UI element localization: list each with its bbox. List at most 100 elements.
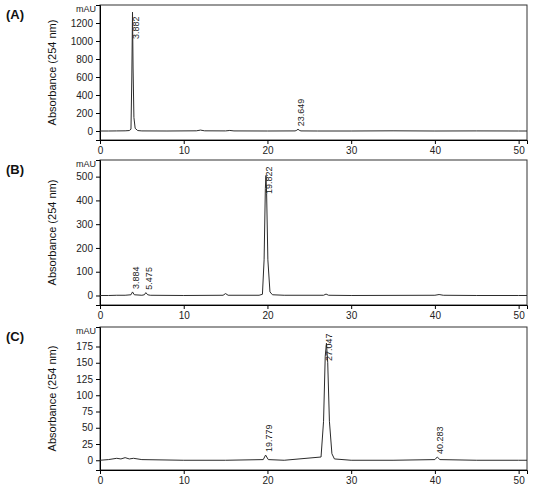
x-axis: 0 10 20 30 40 50 — [98, 470, 528, 486]
x-tick-mark — [184, 305, 185, 309]
y-axis: 0 100 200 300 400 500 — [76, 161, 100, 306]
x-tick-label: 30 — [346, 145, 358, 156]
x-tick: 30 — [346, 305, 358, 321]
panel-title: (C) — [6, 329, 24, 344]
y-tick-label: 0 — [87, 455, 93, 466]
y-tick: 200 — [76, 243, 100, 254]
x-tick-label: 0 — [98, 145, 104, 156]
peak-label: 40.283 — [435, 426, 445, 454]
y-tick-mark — [96, 41, 100, 42]
y-tick: 500 — [76, 171, 100, 182]
y-tick: 600 — [76, 72, 100, 83]
x-tick: 0 — [98, 305, 104, 321]
x-tick: 30 — [346, 470, 358, 486]
y-tick-mark — [96, 23, 100, 24]
y-tick-label: 400 — [76, 195, 93, 206]
y-tick-label: 125 — [76, 374, 93, 385]
y-tick: 100 — [76, 390, 100, 401]
y-tick-mark — [96, 295, 100, 296]
x-tick-label: 40 — [430, 475, 442, 486]
x-tick-label: 40 — [430, 310, 442, 321]
y-tick-mark — [96, 77, 100, 78]
y-tick-mark — [96, 248, 100, 249]
y-axis-line — [96, 161, 101, 306]
x-tick-label: 10 — [179, 475, 191, 486]
y-tick: 25 — [82, 439, 100, 450]
y-tick-mark — [96, 412, 100, 413]
plot-frame — [100, 160, 527, 305]
x-tick-mark — [351, 470, 352, 474]
x-tick-mark — [267, 140, 268, 144]
chromatogram-line — [100, 175, 527, 295]
plot-frame — [100, 5, 527, 140]
y-tick-label: 75 — [82, 406, 94, 417]
y-tick: 125 — [76, 374, 100, 385]
peak-label: 3.884 — [131, 266, 141, 289]
x-tick-mark — [184, 140, 185, 144]
x-tick: 10 — [179, 470, 191, 486]
peak-label: 5.475 — [144, 267, 154, 290]
x-tick-label: 30 — [346, 475, 358, 486]
y-tick-mark — [96, 224, 100, 225]
y-tick-mark — [96, 131, 100, 132]
x-tick-label: 10 — [179, 145, 191, 156]
y-tick-mark — [96, 59, 100, 60]
x-axis: 0 10 20 30 40 50 — [98, 305, 528, 321]
y-tick-label: 1200 — [71, 18, 94, 29]
x-axis-line — [101, 471, 528, 475]
x-axis-line — [101, 141, 528, 145]
y-axis: 020040060080010001200 — [71, 6, 101, 141]
x-tick-label: 20 — [262, 310, 274, 321]
x-tick: 0 — [98, 470, 104, 486]
y-tick: 175 — [76, 341, 100, 352]
peak-label: 23.649 — [296, 99, 306, 127]
x-tick: 10 — [179, 305, 191, 321]
y-unit: mAU — [76, 159, 96, 169]
x-tick-mark — [435, 305, 436, 309]
x-tick-label: 40 — [430, 145, 442, 156]
y-tick: 300 — [76, 219, 100, 230]
panel: 010203040500200400600800100012003.88223.… — [6, 4, 528, 156]
y-unit: mAU — [76, 4, 96, 14]
y-axis-line — [96, 328, 101, 471]
x-tick-mark — [351, 305, 352, 309]
x-tick: 50 — [514, 305, 526, 321]
y-tick-mark — [96, 460, 100, 461]
x-tick-label: 50 — [514, 475, 526, 486]
panel: 0102030405001002003004005003.8845.47519.… — [6, 159, 528, 321]
y-tick-mark — [96, 95, 100, 96]
x-tick: 30 — [346, 140, 358, 156]
y-tick-label: 500 — [76, 171, 93, 182]
y-tick-mark — [96, 272, 100, 273]
x-tick: 10 — [179, 140, 191, 156]
y-tick: 0 — [87, 455, 100, 466]
y-tick-label: 800 — [76, 54, 93, 65]
x-tick-label: 20 — [262, 475, 274, 486]
y-tick-label: 600 — [76, 72, 93, 83]
y-tick-label: 100 — [76, 266, 93, 277]
peak-label: 19.779 — [264, 425, 274, 453]
panel-title: (B) — [6, 162, 24, 177]
panel: 01020304050025507510012515017519.77927.0… — [6, 326, 528, 486]
x-tick-label: 10 — [179, 310, 191, 321]
x-tick-mark — [519, 140, 520, 144]
x-axis-line — [101, 306, 528, 310]
x-tick: 40 — [430, 305, 442, 321]
x-tick-mark — [435, 470, 436, 474]
y-tick-mark — [96, 395, 100, 396]
x-tick-label: 0 — [98, 475, 104, 486]
y-tick: 0 — [87, 290, 100, 301]
y-tick-label: 1000 — [71, 36, 94, 47]
x-tick: 50 — [514, 470, 526, 486]
peak-label: 27.047 — [324, 333, 334, 361]
x-tick-mark — [267, 305, 268, 309]
x-tick-mark — [184, 470, 185, 474]
y-tick: 50 — [82, 422, 100, 433]
panel-title: (A) — [6, 7, 24, 22]
x-tick-label: 50 — [514, 310, 526, 321]
x-tick: 50 — [514, 140, 526, 156]
plot-frame — [100, 327, 527, 470]
x-axis: 01020304050 — [98, 140, 528, 156]
y-axis-title: Absorbance (254 nm) — [46, 346, 58, 452]
y-tick-mark — [96, 428, 100, 429]
